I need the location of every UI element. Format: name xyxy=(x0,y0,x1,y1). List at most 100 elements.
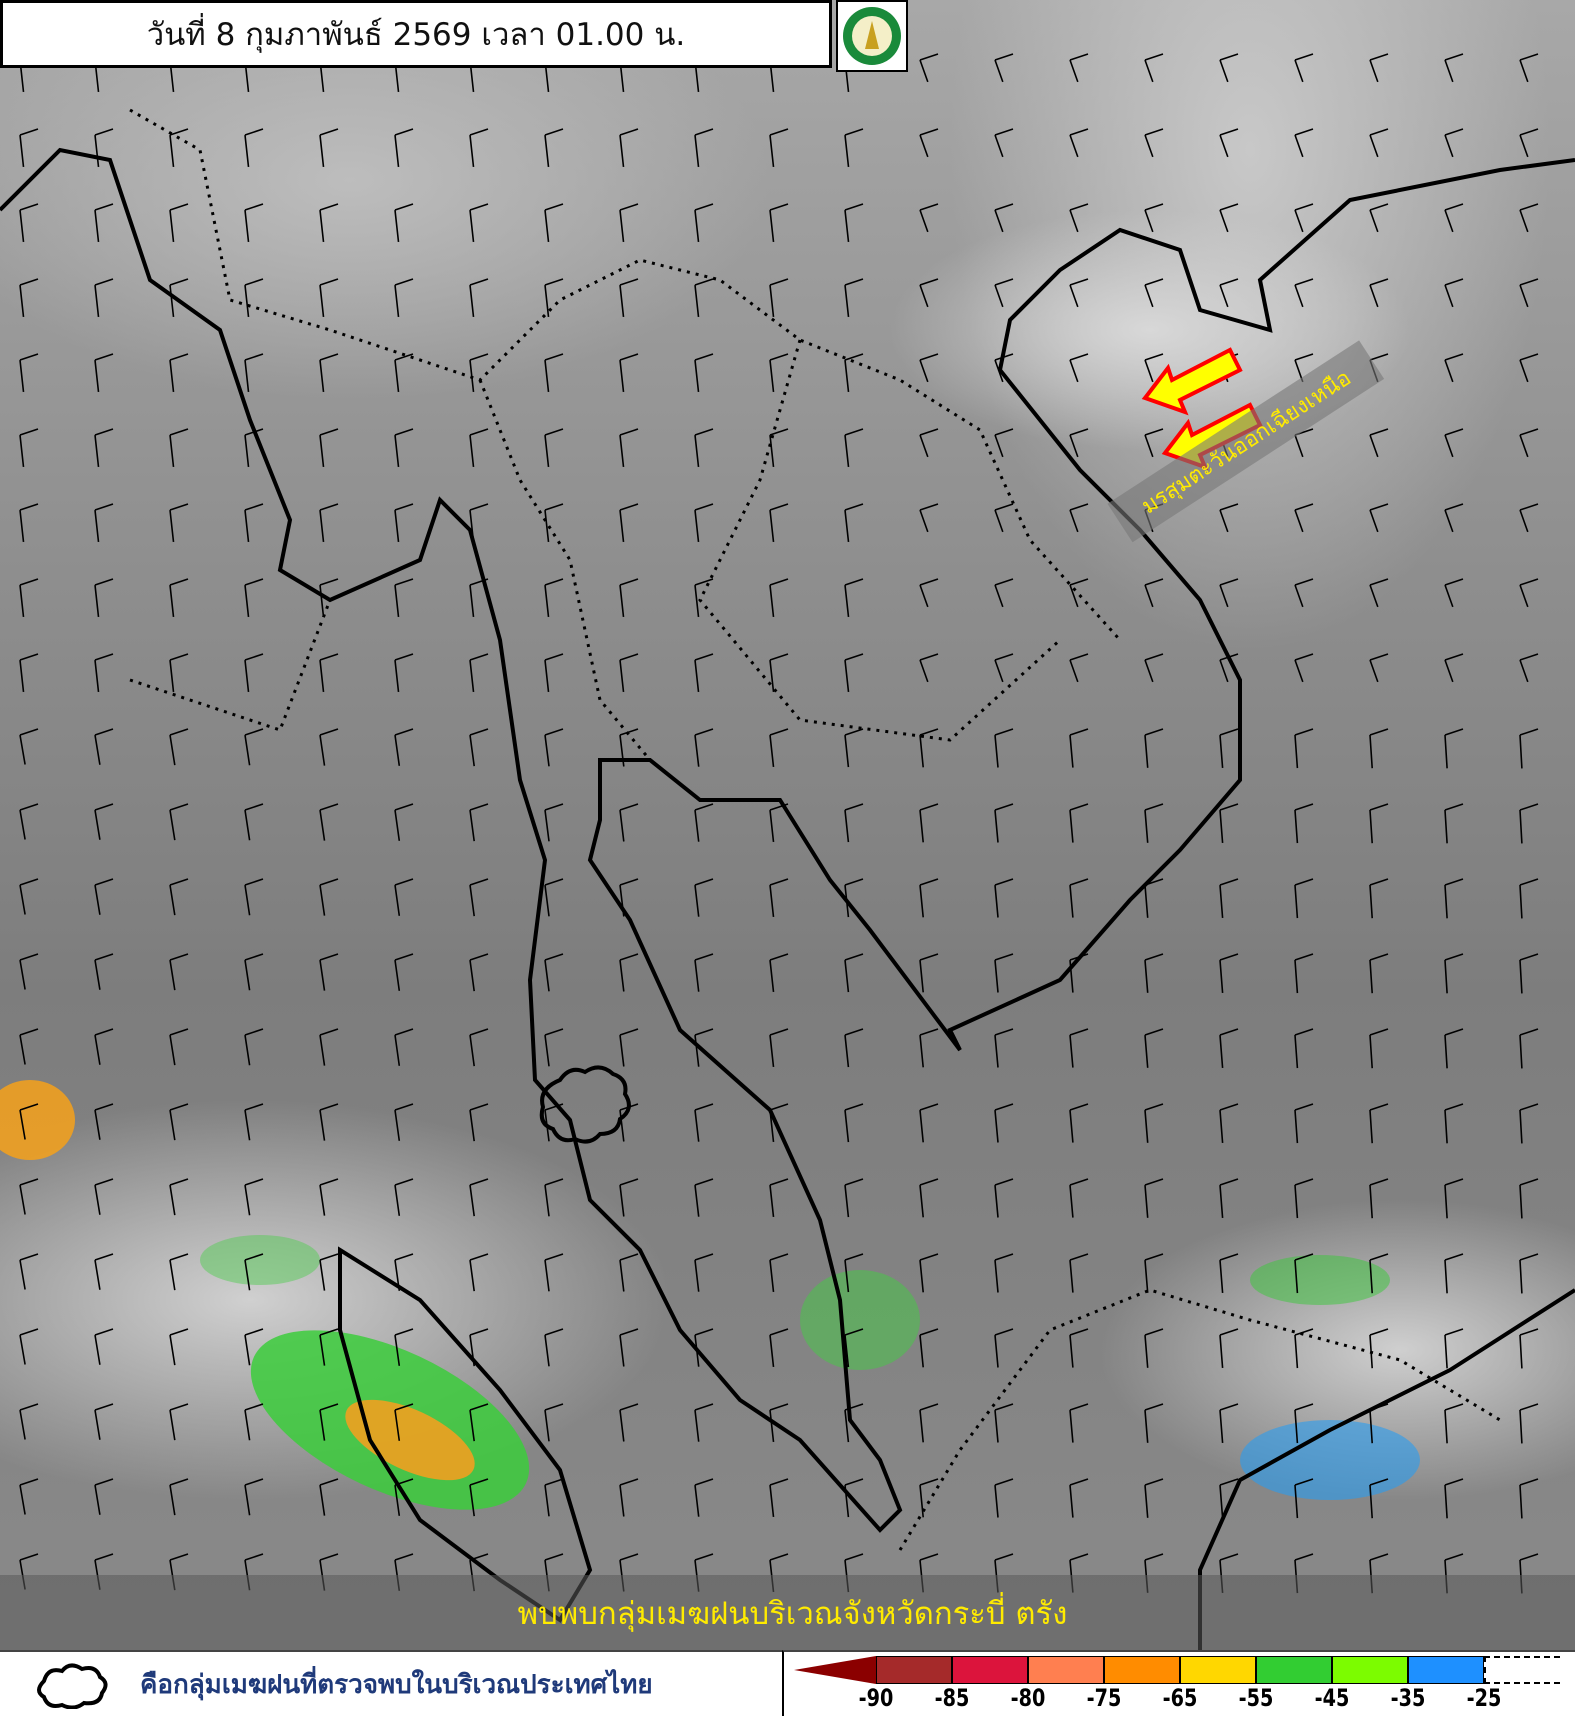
wind-barb xyxy=(244,803,264,841)
wind-barb xyxy=(1294,1328,1314,1369)
wind-barb xyxy=(1519,1028,1539,1069)
wind-barb xyxy=(1294,503,1314,533)
wind-barb xyxy=(394,1328,414,1366)
wind-barb xyxy=(1144,1028,1164,1068)
wind-barb xyxy=(1294,203,1314,233)
wind-barb xyxy=(244,878,264,916)
wind-barb xyxy=(1294,578,1314,608)
wind-barb xyxy=(1444,503,1464,533)
wind-barb xyxy=(1294,1403,1314,1444)
wind-barb xyxy=(919,53,939,83)
wind-barb xyxy=(1219,1103,1239,1143)
wind-barb xyxy=(94,878,114,915)
alert-banner: พบพบกลุ่มเมฆฝนบริเวณจังหวัดกระบี่ ตรัง xyxy=(0,1575,1575,1650)
wind-barb xyxy=(469,1178,489,1217)
wind-barb xyxy=(619,428,639,467)
colorbar-segment xyxy=(1180,1656,1256,1684)
wind-barb xyxy=(244,203,264,242)
wind-barb xyxy=(769,353,789,392)
wind-barb xyxy=(1369,203,1389,233)
wind-barb xyxy=(1444,353,1464,383)
wind-barb xyxy=(394,1178,414,1216)
wind-barb xyxy=(394,203,414,242)
wind-barb xyxy=(619,1328,639,1367)
wind-barb xyxy=(919,653,939,683)
wind-barb xyxy=(469,203,489,242)
wind-barb xyxy=(1519,1253,1539,1294)
wind-barb xyxy=(1369,503,1389,533)
wind-barb xyxy=(319,203,339,242)
wind-barb xyxy=(619,878,639,917)
wind-barb xyxy=(1444,878,1464,919)
wind-barb xyxy=(1444,953,1464,994)
temperature-colorbar: -90 -85 -80 -75 -65 -55 -45 -35 -25 xyxy=(782,1650,1575,1716)
wind-barb xyxy=(94,1103,114,1140)
wind-barb xyxy=(244,1328,264,1366)
wind-barb xyxy=(1069,53,1089,83)
wind-barb xyxy=(19,1178,39,1215)
wind-barb xyxy=(919,878,939,918)
wind-barb xyxy=(94,578,114,617)
wind-barb xyxy=(619,728,639,767)
wind-barb xyxy=(619,803,639,842)
wind-barb xyxy=(544,128,564,167)
wind-barb xyxy=(1219,53,1239,83)
wind-barb xyxy=(769,953,789,992)
wind-barb xyxy=(244,428,264,467)
wind-barb xyxy=(1519,728,1539,769)
wind-barb xyxy=(19,1103,39,1140)
wind-barb xyxy=(1369,128,1389,158)
wind-barb xyxy=(319,1478,339,1516)
wind-barb xyxy=(1369,428,1389,458)
wind-barb xyxy=(244,1178,264,1216)
wind-barb xyxy=(1069,953,1089,993)
colorbar-segment xyxy=(1484,1656,1560,1684)
wind-barb xyxy=(94,1478,114,1515)
wind-barb xyxy=(994,803,1014,843)
wind-barb xyxy=(1444,1403,1464,1444)
wind-barb xyxy=(994,203,1014,233)
wind-barb xyxy=(244,728,264,766)
wind-barb xyxy=(1069,1478,1089,1518)
wind-barb xyxy=(919,1103,939,1143)
wind-barb xyxy=(919,278,939,308)
wind-barb xyxy=(1219,1178,1239,1218)
wind-barb xyxy=(1294,53,1314,83)
wind-barb xyxy=(994,653,1014,683)
wind-barb xyxy=(1219,503,1239,533)
wind-barb xyxy=(1219,1028,1239,1068)
wind-barb xyxy=(169,1328,189,1366)
wind-barb xyxy=(94,203,114,242)
wind-barb xyxy=(319,1403,339,1441)
wind-barb xyxy=(769,203,789,242)
wind-barb xyxy=(1369,1028,1389,1069)
wind-barb xyxy=(1219,128,1239,158)
wind-barb xyxy=(1519,953,1539,994)
tmd-logo xyxy=(836,0,908,72)
wind-barb xyxy=(319,878,339,916)
wind-barb xyxy=(394,428,414,467)
wind-barb xyxy=(919,128,939,158)
satellite-map xyxy=(0,0,1575,1650)
wind-barb xyxy=(394,1403,414,1441)
wind-barb xyxy=(1144,278,1164,308)
wind-barb xyxy=(94,353,114,392)
wind-barb xyxy=(1519,503,1539,533)
wind-barb xyxy=(694,428,714,467)
wind-barb xyxy=(469,1403,489,1442)
wind-barb xyxy=(1069,1328,1089,1368)
wind-barb xyxy=(319,1253,339,1291)
wind-barb xyxy=(694,128,714,167)
wind-barb xyxy=(844,1403,864,1443)
wind-barb xyxy=(19,278,39,317)
wind-barb xyxy=(169,803,189,841)
wind-barb xyxy=(244,1253,264,1291)
wind-barb xyxy=(1069,1028,1089,1068)
wind-barb xyxy=(1219,803,1239,843)
wind-barb xyxy=(919,503,939,533)
wind-barb xyxy=(169,203,189,242)
colorbar-tick: -55 xyxy=(1238,1684,1274,1712)
wind-barb xyxy=(94,278,114,317)
map-overlay xyxy=(0,53,1575,1650)
wind-barb xyxy=(694,1403,714,1442)
